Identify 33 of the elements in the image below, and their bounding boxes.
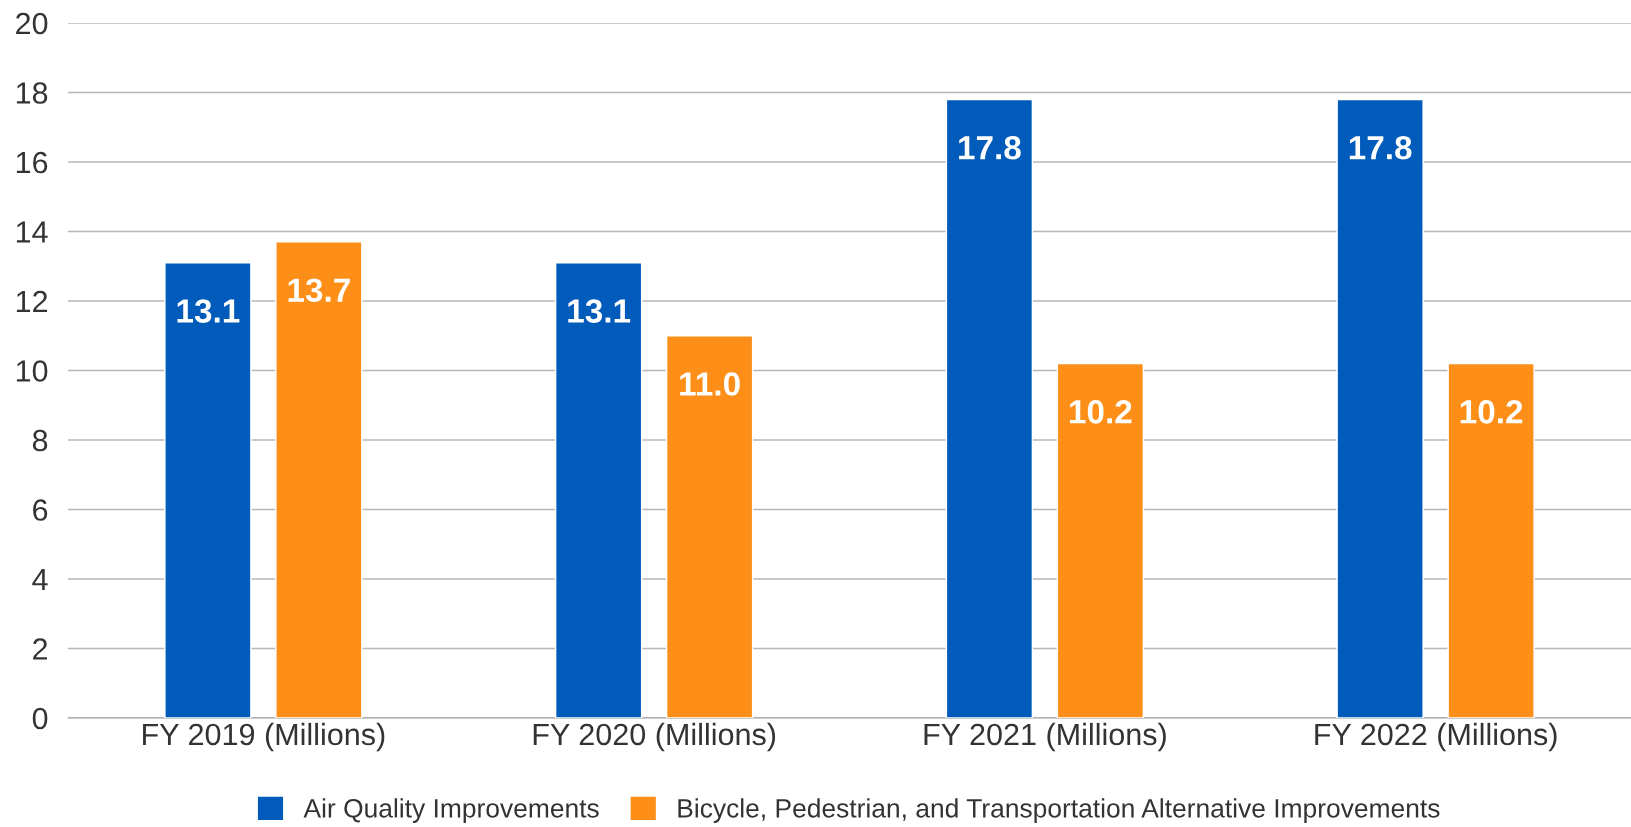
y-tick-label: 2 [33,638,48,660]
text: 17.8 [1349,135,1412,160]
y-tick-label: 14 [16,221,48,243]
bar [275,241,363,718]
y-tick-label: 12 [16,290,48,313]
text: 13.1 [568,299,631,323]
bar [665,335,754,718]
y-tick-label: 10 [16,360,48,382]
x-tick-label: FY 2020 (Millions) [533,722,776,752]
bar [1447,362,1535,718]
y-tick-label: 4 [32,569,48,591]
legend-label: Bicycle, Pedestrian, and Transportation Alternative Improvements [678,798,1440,823]
y-tick-label: 0 [32,707,48,730]
y-tick-label: 20 [16,12,48,35]
bar [554,262,643,718]
text: 10.2 [1070,400,1132,424]
text: 13.7 [288,278,350,303]
y-tick-label: 16 [16,151,48,174]
text: 13.1 [177,299,240,323]
y-tick-label: 6 [33,499,48,521]
legend-label: Air Quality Improvements [303,798,599,823]
x-tick-label: FY 2019 (Millions) [143,722,385,752]
text: 11.0 [680,372,740,396]
bar [945,98,1034,718]
text: 17.8 [959,135,1021,160]
y-tick-label: 18 [16,82,48,104]
bar [164,262,252,718]
text: 10.2 [1460,400,1523,424]
bar [1056,362,1145,718]
bar [1336,98,1424,718]
x-tick-label: FY 2022 (Millions) [1315,722,1557,752]
y-tick-label: 8 [32,429,48,452]
x-tick-label: FY 2021 (Millions) [924,722,1166,752]
